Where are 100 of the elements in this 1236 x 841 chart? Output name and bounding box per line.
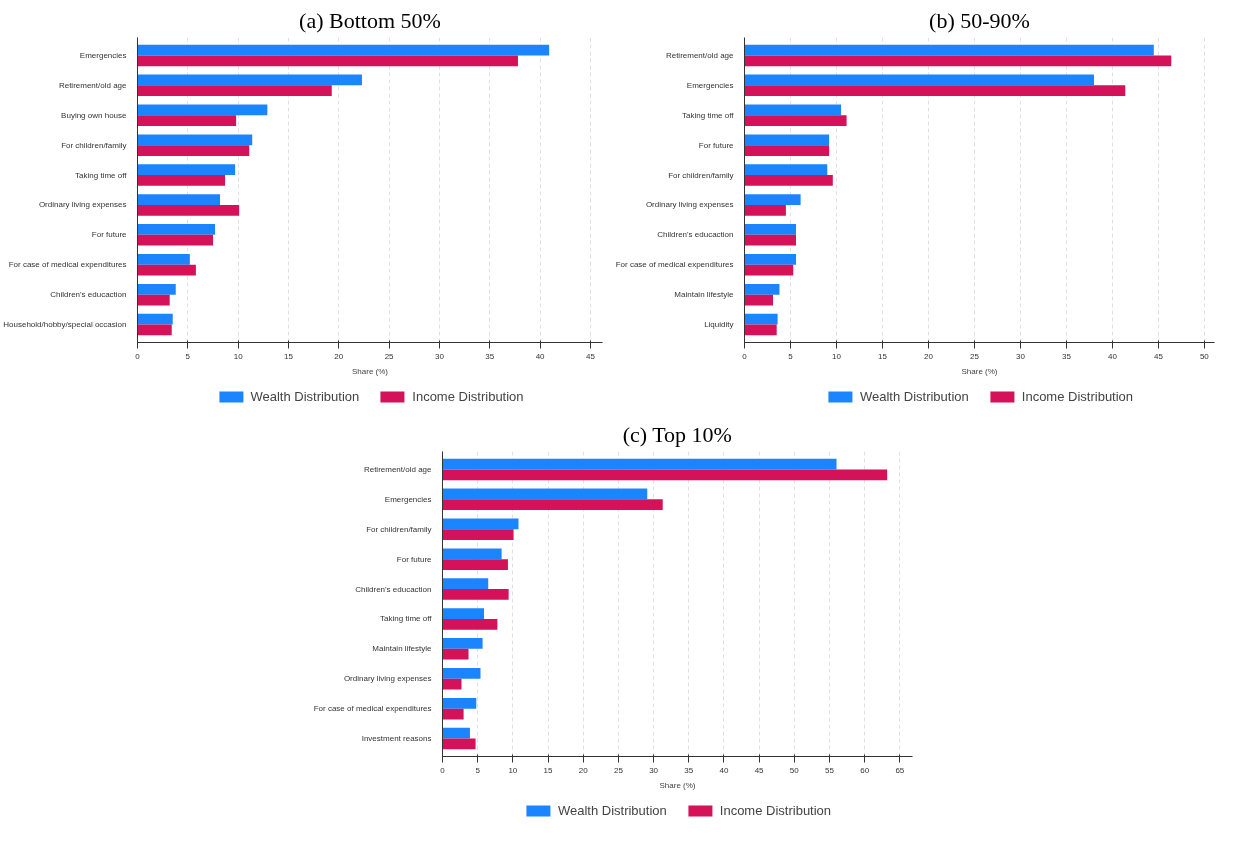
y-tick-label: Taking time off [75,170,128,180]
x-tick-label: 65 [895,765,905,775]
chart-title: (a) Bottom 50% [299,7,441,33]
legend-label: Income Distribution [719,802,832,818]
x-tick-label: 50 [1199,351,1210,361]
bar [744,253,797,265]
bar [137,324,172,336]
bar [744,44,1154,56]
y-tick-label: Children's educaction [50,290,127,300]
bar [744,234,797,246]
y-tick-label: For future [698,140,735,150]
x-tick-label: 30 [435,351,445,361]
bar [442,469,888,481]
legend-label: Income Distribution [1021,388,1134,404]
y-tick-label: For case of medical expenditures [313,704,432,714]
bar [137,264,196,276]
bar [442,578,489,590]
bar [137,175,226,186]
bar [442,499,663,511]
x-axis-title: Share (%) [659,780,696,790]
x-tick-label: 50 [789,765,800,775]
x-axis-title: Share (%) [351,366,389,376]
y-tick-label: Maintain lifestyle [674,290,735,300]
x-tick-label: 25 [613,765,624,775]
y-tick-label: Investment reasons [361,734,432,744]
bar [744,104,842,116]
bar [442,548,502,560]
bar [137,164,236,176]
y-tick-label: Household/hobby/special occasion [3,320,127,330]
bar [137,294,170,306]
x-tick-label: 5 [185,351,191,361]
x-tick-label: 15 [284,351,294,361]
y-tick-label: For case of medical expenditures [8,260,127,270]
bar [744,175,833,186]
bar [744,85,1126,97]
y-tick-label: For future [396,554,433,564]
bar [442,518,519,530]
x-tick-label: 20 [924,351,934,361]
bar [442,727,470,739]
x-tick-label: 10 [508,765,518,775]
x-tick-label: 60 [860,765,870,775]
x-tick-label: 20 [334,351,344,361]
legend-label: Wealth Distribution [250,388,360,404]
legend-label: Wealth Distribution [557,802,667,818]
bar [137,44,550,56]
bar [442,559,508,570]
x-tick-label: 20 [578,765,589,775]
y-tick-label: For children/family [366,524,432,534]
bar [442,697,477,709]
bar [442,638,483,649]
bar [442,708,464,720]
bar [442,608,485,619]
x-tick-label: 10 [233,351,244,361]
x-tick-label: 30 [649,765,659,775]
bar [744,204,786,216]
y-tick-label: Buying own house [61,110,128,120]
y-tick-label: Emergencies [384,494,432,504]
legend-label: Wealth Distribution [859,388,969,404]
bar [137,134,253,146]
x-tick-label: 25 [384,351,395,361]
x-tick-label: 25 [969,351,980,361]
y-tick-label: For children/family [668,170,734,180]
y-tick-label: Children's educaction [657,230,734,240]
bar [744,313,778,325]
bar [744,134,830,146]
y-tick-label: Taking time off [380,614,433,624]
y-tick-label: For case of medical expenditures [615,260,734,270]
x-tick-label: 30 [1015,351,1026,361]
bar [744,115,847,127]
bar [744,55,1172,67]
x-tick-label: 40 [535,351,546,361]
bar [137,194,221,205]
x-tick-label: 45 [754,765,765,775]
legend-label: Income Distribution [412,388,524,404]
x-tick-label: 10 [832,351,842,361]
chart-title: (c) Top 10% [622,421,732,447]
bar [137,55,518,67]
chart-title: (b) 50-90% [929,7,1030,33]
bar [442,648,469,660]
y-tick-label: For children/family [61,140,127,150]
x-axis-title: Share (%) [961,366,998,376]
y-tick-label: Retirement/old age [665,50,735,60]
x-tick-label: 45 [585,351,596,361]
y-tick-label: Liquidity [704,320,734,330]
bar [744,224,797,235]
bar [137,283,176,295]
bar [744,324,777,336]
bar [442,667,481,679]
y-tick-label: For future [91,230,128,240]
y-tick-label: Ordinary living expenses [645,200,734,210]
y-tick-label: Maintain lifestyle [372,644,433,654]
bar [442,488,648,500]
x-tick-label: 0 [742,351,748,361]
bar [744,294,774,306]
y-tick-label: Taking time off [682,110,735,120]
bar [137,313,173,325]
y-tick-label: Children's educaction [355,584,432,594]
bar [442,458,837,470]
x-tick-label: 15 [543,765,554,775]
x-tick-label: 5 [788,351,794,361]
